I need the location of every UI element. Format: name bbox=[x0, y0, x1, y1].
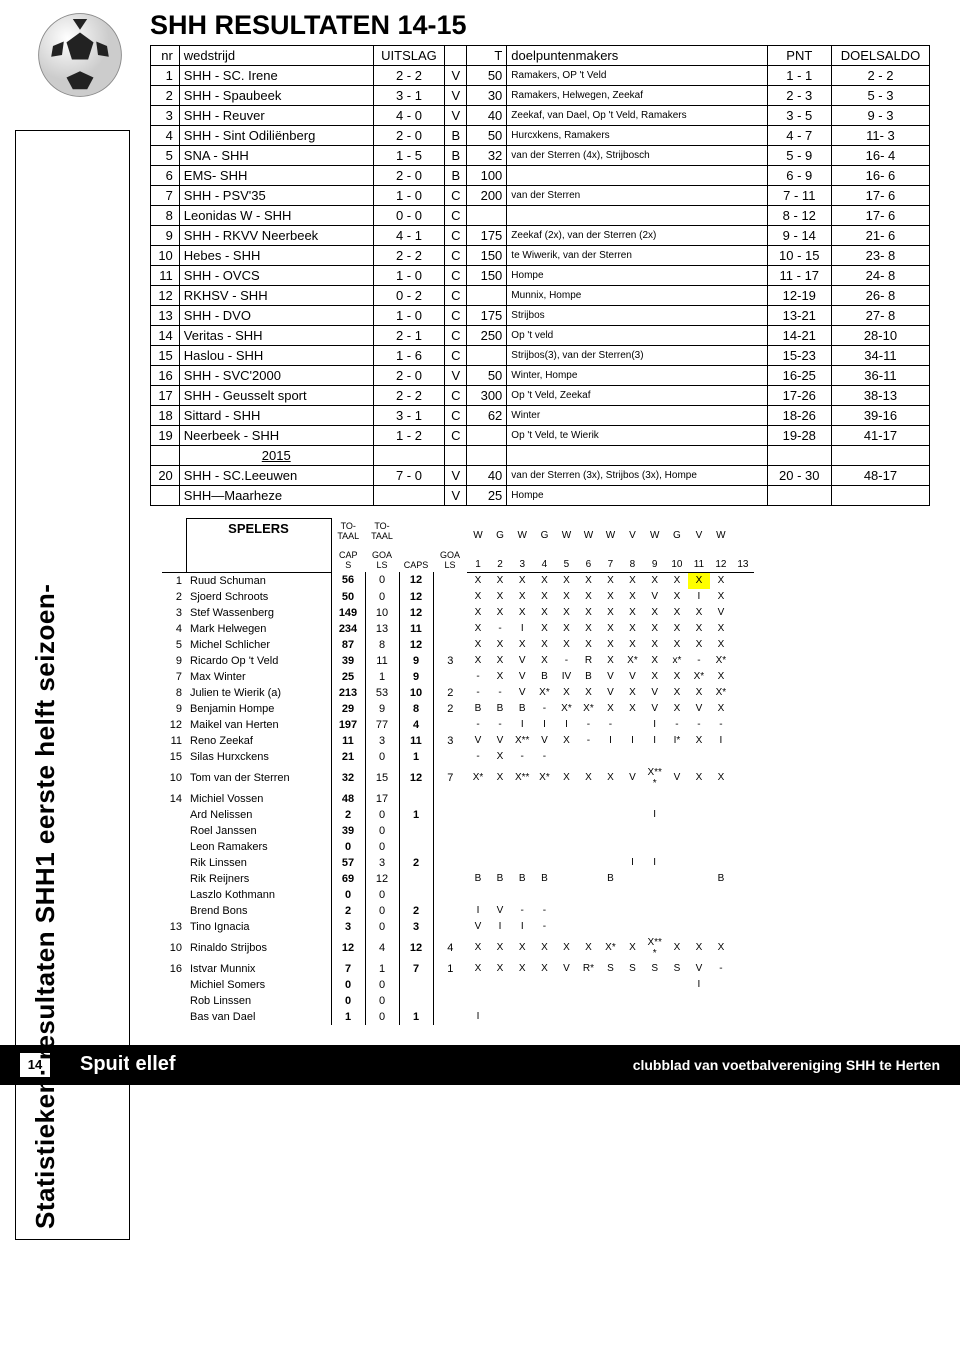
player-row: Roel Janssen390 bbox=[162, 823, 754, 839]
results-header-row: nr wedstrijd UITSLAG T doelpuntenmakers … bbox=[151, 46, 930, 66]
player-row: Bas van Dael101I bbox=[162, 1009, 754, 1025]
hdr-totaal-1: TO-TAAL bbox=[331, 519, 365, 543]
table-row: SHH—MaarhezeV25Hompe bbox=[151, 486, 930, 506]
table-row: 6EMS- SHH2 - 0B1006 - 916- 6 bbox=[151, 166, 930, 186]
player-row: Laszlo Kothmann00 bbox=[162, 887, 754, 903]
hdr-caps2: CAPS bbox=[399, 543, 433, 573]
player-row: 11Reno Zeekaf113113VVX**VX-IIII*XI bbox=[162, 733, 754, 749]
table-row: 18Sittard - SHH3 - 1C62Winter18-2639-16 bbox=[151, 406, 930, 426]
player-row: 8Julien te Wierik (a)21353102--VX*XXVXVX… bbox=[162, 685, 754, 701]
hdr-goals2: GOALS bbox=[433, 543, 467, 573]
table-row: 9SHH - RKVV Neerbeek4 - 1C175Zeekaf (2x)… bbox=[151, 226, 930, 246]
player-row: 10Tom van der Sterren3215127X*XX**X*XXXV… bbox=[162, 765, 754, 791]
table-row: 20SHH - SC.Leeuwen7 - 0V40van der Sterre… bbox=[151, 466, 930, 486]
player-row: 9Benjamin Hompe29982BBB-X*X*XXVXVX bbox=[162, 701, 754, 717]
table-row: 2SHH - Spaubeek3 - 1V30Ramakers, Helwege… bbox=[151, 86, 930, 106]
table-row: 10Hebes - SHH2 - 2C150te Wiwerik, van de… bbox=[151, 246, 930, 266]
player-row: Leon Ramakers00 bbox=[162, 839, 754, 855]
hdr-caps: CAPS bbox=[331, 543, 365, 573]
hdr-scorers: doelpuntenmakers bbox=[507, 46, 767, 66]
hdr-goals: GOALS bbox=[365, 543, 399, 573]
hdr-totaal-2: TO-TAAL bbox=[365, 519, 399, 543]
player-row: Rik Linssen5732II bbox=[162, 855, 754, 871]
footer-club: clubblad van voetbalvereniging SHH te He… bbox=[633, 1057, 940, 1073]
player-row: 5Michel Schlicher87812XXXXXXXXXXXX bbox=[162, 637, 754, 653]
player-row: 3Stef Wassenberg1491012XXXXXXXXXXXV bbox=[162, 605, 754, 621]
table-row: 14Veritas - SHH2 - 1C250Op 't veld14-212… bbox=[151, 326, 930, 346]
hdr-t: T bbox=[467, 46, 507, 66]
hdr-vc bbox=[445, 46, 467, 66]
hdr-spelers: SPELERS bbox=[186, 519, 331, 573]
player-row: 4Mark Helwegen2341311X-IXXXXXXXXX bbox=[162, 621, 754, 637]
player-row: 10Rinaldo Strijbos124124XXXXXXX*XX***XXX bbox=[162, 935, 754, 961]
player-row: Rik Reijners6912BBBBBB bbox=[162, 871, 754, 887]
player-row: Michiel Somers00I bbox=[162, 977, 754, 993]
sidebar-title: Statistieken: resultaten SHH1 eerste hel… bbox=[30, 584, 61, 1229]
table-row: 15Haslou - SHH1 - 6CStrijbos(3), van der… bbox=[151, 346, 930, 366]
player-row: 14Michiel Vossen4817 bbox=[162, 791, 754, 807]
player-row: Ard Nelissen201I bbox=[162, 807, 754, 823]
table-row: 11SHH - OVCS1 - 0C150Hompe11 - 1724- 8 bbox=[151, 266, 930, 286]
logo bbox=[35, 10, 125, 100]
table-row: 16SHH - SVC'20002 - 0V50Winter, Hompe16-… bbox=[151, 366, 930, 386]
player-row: 9Ricardo Op 't Veld391193XXVX-RXX*Xx*-X* bbox=[162, 653, 754, 669]
players-table: SPELERS TO-TAAL TO-TAAL WGW GWW WVW GVW … bbox=[162, 518, 754, 1025]
player-row: 16Istvar Munnix7171XXXXVR*SSSSV- bbox=[162, 961, 754, 977]
page-title: SHH RESULTATEN 14-15 bbox=[150, 10, 940, 41]
player-row: Rob Linssen00 bbox=[162, 993, 754, 1009]
player-row: 7Max Winter2519-XVBIVBVVXXX*X bbox=[162, 669, 754, 685]
table-row: 4SHH - Sint Odiliënberg2 - 0B50Hurcxkens… bbox=[151, 126, 930, 146]
table-row: 3SHH - Reuver4 - 0V40Zeekaf, van Dael, O… bbox=[151, 106, 930, 126]
table-row: 1SHH - SC. Irene2 - 2V50Ramakers, OP 't … bbox=[151, 66, 930, 86]
hdr-saldo: DOELSALDO bbox=[831, 46, 929, 66]
player-row: 1Ruud Schuman56012XXXXXXXXXXXX bbox=[162, 572, 754, 589]
hdr-wedstrijd: wedstrijd bbox=[179, 46, 373, 66]
player-row: Brend Bons202IV-- bbox=[162, 903, 754, 919]
footer: 14 Spuit ellef clubblad van voetbalveren… bbox=[0, 1045, 960, 1085]
results-table: nr wedstrijd UITSLAG T doelpuntenmakers … bbox=[150, 45, 930, 506]
sidebar-box: Statistieken: resultaten SHH1 eerste hel… bbox=[15, 130, 130, 1240]
hdr-uitslag: UITSLAG bbox=[373, 46, 445, 66]
table-row: 8Leonidas W - SHH0 - 0C8 - 1217- 6 bbox=[151, 206, 930, 226]
table-row: 12RKHSV - SHH0 - 2CMunnix, Hompe12-1926-… bbox=[151, 286, 930, 306]
table-row: 17SHH - Geusselt sport2 - 2C300Op 't Vel… bbox=[151, 386, 930, 406]
hdr-nr: nr bbox=[151, 46, 180, 66]
year-divider: 2015 bbox=[151, 446, 930, 466]
player-row: 2Sjoerd Schroots50012XXXXXXXXVXIX bbox=[162, 589, 754, 605]
table-row: 5SNA - SHH1 - 5B32van der Sterren (4x), … bbox=[151, 146, 930, 166]
table-row: 7SHH - PSV'351 - 0C200van der Sterren7 -… bbox=[151, 186, 930, 206]
players-hdr-1: SPELERS TO-TAAL TO-TAAL WGW GWW WVW GVW bbox=[162, 519, 754, 543]
table-row: 19Neerbeek - SHH1 - 2COp 't Veld, te Wie… bbox=[151, 426, 930, 446]
player-row: 12Maikel van Herten197774--III--I--- bbox=[162, 717, 754, 733]
player-row: 15Silas Hurxckens2101-X-- bbox=[162, 749, 754, 765]
hdr-pnt: PNT bbox=[767, 46, 831, 66]
table-row: 13SHH - DVO1 - 0C175Strijbos13-2127- 8 bbox=[151, 306, 930, 326]
player-row: 13Tino Ignacia303VII- bbox=[162, 919, 754, 935]
